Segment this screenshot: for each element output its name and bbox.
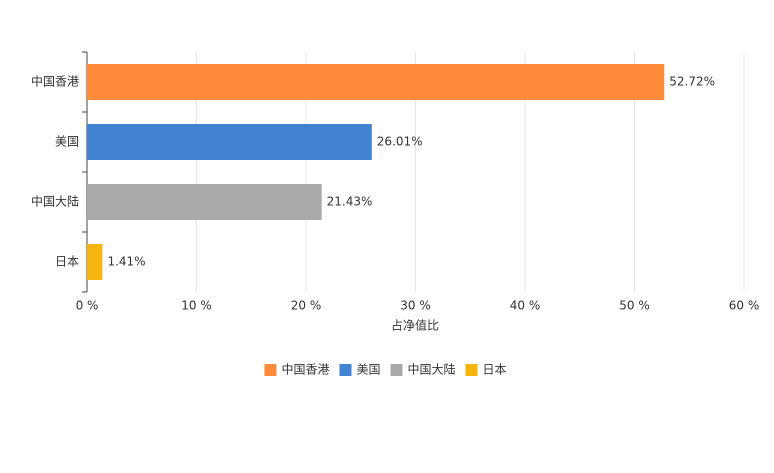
bar (87, 244, 103, 280)
data-label: 1.41% (107, 255, 145, 269)
legend-swatch (339, 364, 352, 376)
legend-label: 日本 (483, 363, 507, 377)
bar (87, 124, 372, 160)
y-tick-label: 日本 (55, 255, 79, 269)
legend-swatch (264, 364, 277, 376)
x-tick-label: 40 % (510, 299, 541, 313)
x-axis-label: 占净值比 (391, 318, 439, 333)
bar (87, 184, 322, 220)
x-tick-label: 20 % (291, 299, 322, 313)
x-tick-label: 50 % (619, 299, 650, 313)
legend-label: 中国大陆 (408, 362, 456, 377)
legend-label: 中国香港 (281, 362, 329, 377)
x-tick-label: 30 % (400, 299, 431, 313)
bar (87, 64, 665, 100)
legend-swatch (390, 364, 403, 376)
data-label: 52.72% (669, 75, 715, 89)
x-tick-label: 10 % (181, 299, 212, 313)
legend-label: 美国 (356, 363, 380, 377)
data-label: 26.01% (377, 135, 423, 149)
x-tick-label: 0 % (76, 299, 99, 313)
legend-swatch (465, 364, 478, 376)
y-tick-label: 中国大陆 (31, 194, 79, 209)
x-tick-label: 60 % (729, 299, 760, 313)
y-tick-label: 中国香港 (31, 74, 79, 89)
y-tick-label: 美国 (55, 135, 79, 149)
data-label: 21.43% (327, 195, 373, 209)
